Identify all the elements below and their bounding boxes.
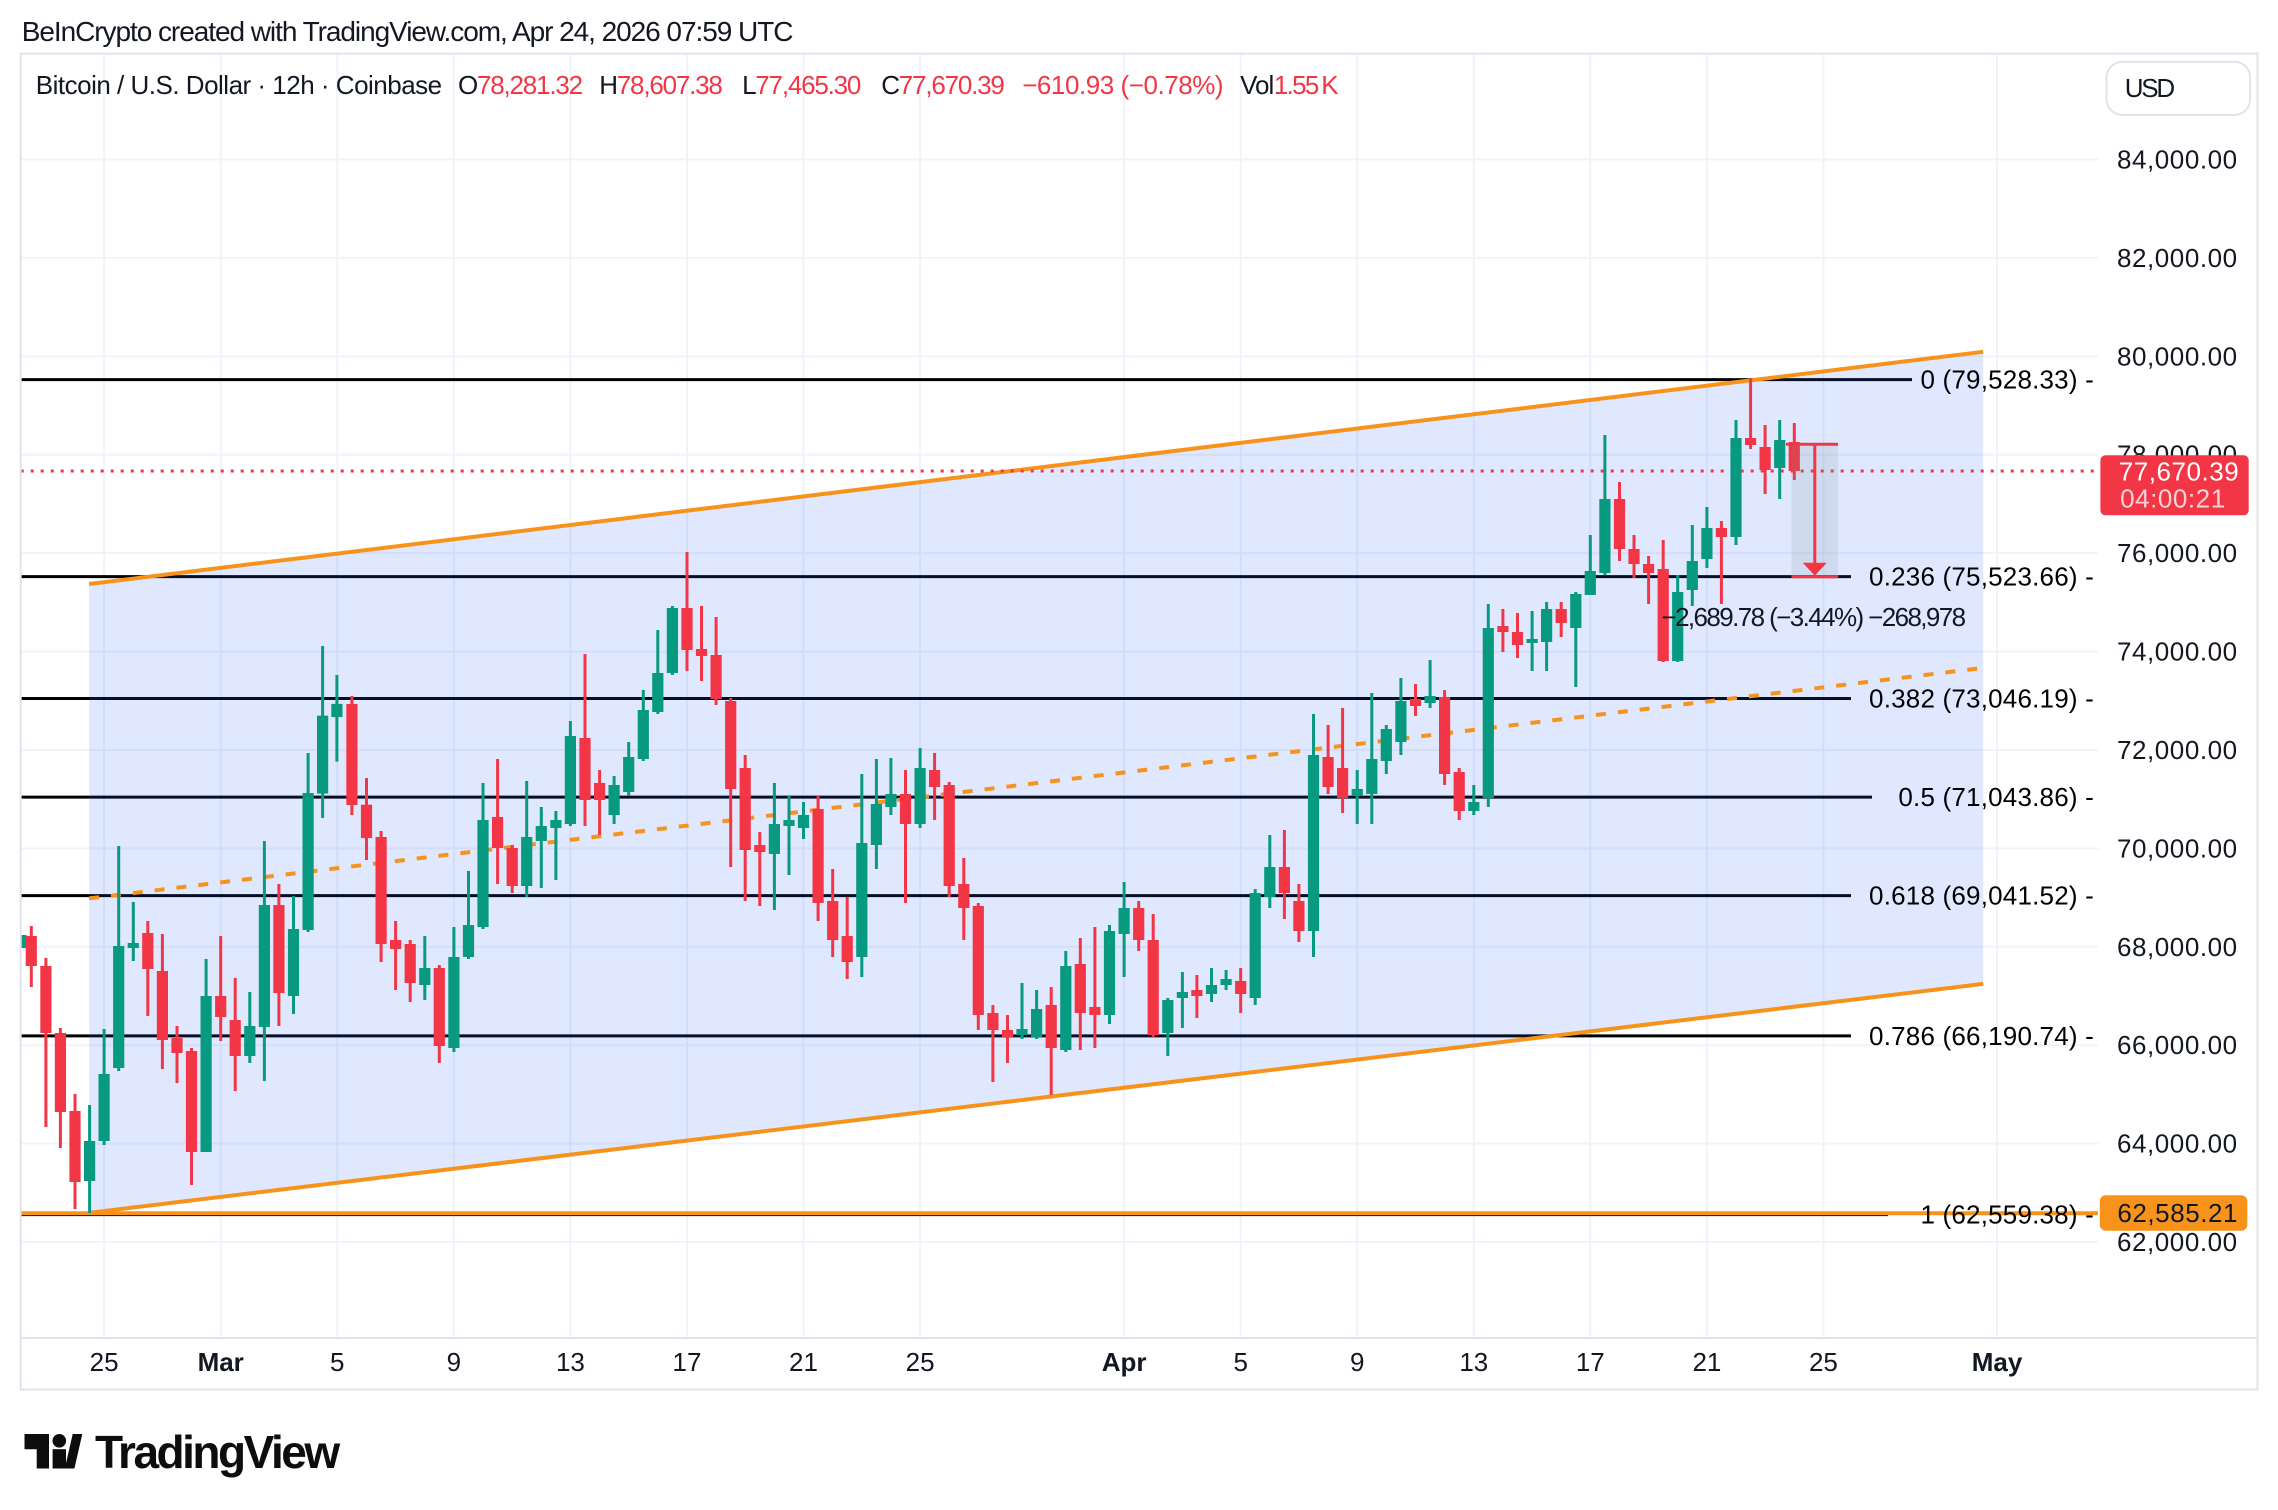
svg-text:0.5 (71,043.86) -: 0.5 (71,043.86) - <box>1898 782 2094 812</box>
svg-text:04:00:21: 04:00:21 <box>2120 483 2226 513</box>
svg-text:25: 25 <box>906 1347 935 1377</box>
svg-text:−2,689.78 (−3.44%) −268,978: −2,689.78 (−3.44%) −268,978 <box>1661 602 1965 632</box>
svg-text:0.618 (69,041.52) -: 0.618 (69,041.52) - <box>1869 881 2094 911</box>
svg-text:80,000.00: 80,000.00 <box>2117 341 2238 371</box>
svg-text:0.382 (73,046.19) -: 0.382 (73,046.19) - <box>1869 684 2094 714</box>
svg-text:5: 5 <box>1233 1347 1247 1377</box>
svg-text:1 (62,559.38) -: 1 (62,559.38) - <box>1920 1200 2094 1230</box>
svg-text:5: 5 <box>330 1347 344 1377</box>
svg-text:84,000.00: 84,000.00 <box>2117 145 2238 175</box>
svg-text:Apr: Apr <box>1102 1347 1147 1377</box>
svg-text:25: 25 <box>1809 1347 1838 1377</box>
svg-text:13: 13 <box>556 1347 585 1377</box>
svg-text:64,000.00: 64,000.00 <box>2117 1129 2238 1159</box>
svg-text:May: May <box>1972 1347 2023 1377</box>
svg-text:68,000.00: 68,000.00 <box>2117 932 2238 962</box>
svg-text:9: 9 <box>1350 1347 1364 1377</box>
svg-text:Mar: Mar <box>198 1347 244 1377</box>
svg-text:9: 9 <box>447 1347 461 1377</box>
svg-text:0 (79,528.33) -: 0 (79,528.33) - <box>1920 365 2094 395</box>
svg-text:62,585.21: 62,585.21 <box>2117 1198 2238 1228</box>
svg-text:25: 25 <box>90 1347 119 1377</box>
svg-text:21: 21 <box>1692 1347 1721 1377</box>
svg-text:77,670.39: 77,670.39 <box>2119 457 2240 487</box>
svg-text:72,000.00: 72,000.00 <box>2117 735 2238 765</box>
svg-text:USD: USD <box>2125 73 2175 103</box>
svg-text:0.786 (66,190.74) -: 0.786 (66,190.74) - <box>1869 1021 2094 1051</box>
svg-text:21: 21 <box>789 1347 818 1377</box>
svg-text:17: 17 <box>1576 1347 1605 1377</box>
svg-text:17: 17 <box>673 1347 702 1377</box>
svg-text:BeInCrypto created with Tradin: BeInCrypto created with TradingView.com,… <box>22 16 794 47</box>
svg-text:76,000.00: 76,000.00 <box>2117 538 2238 568</box>
svg-text:74,000.00: 74,000.00 <box>2117 637 2238 667</box>
svg-text:TradingView: TradingView <box>95 1426 340 1478</box>
svg-text:62,000.00: 62,000.00 <box>2117 1227 2238 1257</box>
svg-text:13: 13 <box>1459 1347 1488 1377</box>
svg-text:82,000.00: 82,000.00 <box>2117 243 2238 273</box>
svg-text:66,000.00: 66,000.00 <box>2117 1030 2238 1060</box>
svg-text:Bitcoin / U.S. Dollar · 12h ·: Bitcoin / U.S. Dollar · 12h · Coinbase O7… <box>36 70 1339 100</box>
svg-text:70,000.00: 70,000.00 <box>2117 833 2238 863</box>
svg-text:0.236 (75,523.66) -: 0.236 (75,523.66) - <box>1869 562 2094 592</box>
